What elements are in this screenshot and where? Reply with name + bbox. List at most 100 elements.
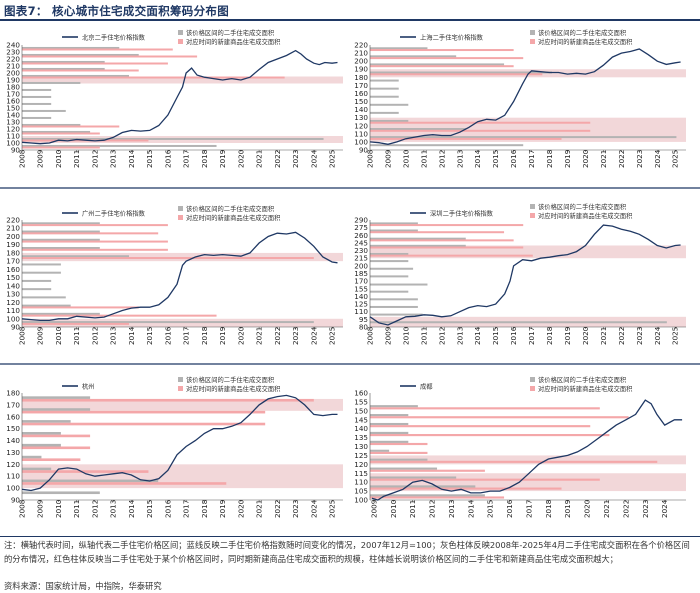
red-bar-5-10 xyxy=(370,496,505,499)
red-bar-4-6 xyxy=(22,470,149,473)
x-tick-2-6: 2014 xyxy=(127,326,136,345)
x-tick-3-6: 2014 xyxy=(473,326,482,345)
gray-bar-3-8 xyxy=(370,283,428,286)
x-tick-3-5: 2013 xyxy=(455,327,464,345)
y-tick-4-2: 110 xyxy=(6,472,20,481)
legend-red-2: 对应时间的新建商品住宅成交面积 xyxy=(186,213,281,222)
gray-bar-5-3 xyxy=(370,431,409,435)
red-bar-0-14 xyxy=(22,146,100,149)
y-tick-4-0: 90 xyxy=(11,496,21,505)
gray-bar-1-3 xyxy=(370,71,552,74)
red-bar-2-3 xyxy=(22,248,168,251)
y-tick-1-11: 200 xyxy=(354,57,368,66)
legend-series-0: 北京二手住宅价格指数 xyxy=(82,33,146,42)
price-index-line-4 xyxy=(21,394,338,492)
x-tick-4-16: 2024 xyxy=(309,499,318,518)
legend-red-swatch-0 xyxy=(178,39,183,44)
x-tick-3-15: 2023 xyxy=(635,327,644,345)
legend-gray-5: 该价格区间的二手住宅成交面积 xyxy=(538,375,627,384)
legend-series-4: 杭州 xyxy=(82,382,95,391)
y-tick-5-7: 135 xyxy=(354,433,368,442)
x-tick-4-6: 2014 xyxy=(127,499,136,518)
x-tick-5-9: 2018 xyxy=(544,499,553,518)
figure-note: 注：横轴代表时间，纵轴代表二手住宅价格区间；蓝线反映二手住宅价格指数随时间变化的… xyxy=(4,540,690,564)
red-bar-0-12 xyxy=(22,132,100,135)
y-tick-0-14: 230 xyxy=(6,48,20,57)
x-tick-1-2: 2010 xyxy=(401,149,410,168)
y-tick-1-9: 180 xyxy=(354,73,368,82)
gray-bar-2-7 xyxy=(22,279,52,282)
y-tick-0-0: 90 xyxy=(11,146,21,155)
x-tick-1-15: 2023 xyxy=(635,150,644,168)
y-tick-1-1: 100 xyxy=(354,137,368,146)
figure-source: 资料来源：国家统计局，中指院，华泰研究 xyxy=(4,581,162,591)
y-tick-2-4: 130 xyxy=(6,290,20,299)
x-tick-2-4: 2012 xyxy=(90,327,99,345)
x-tick-3-8: 2016 xyxy=(509,326,518,345)
y-tick-2-6: 150 xyxy=(6,273,20,282)
x-tick-3-17: 2025 xyxy=(671,327,680,345)
red-bar-3-1 xyxy=(370,231,505,234)
y-tick-3-13: 275 xyxy=(354,223,368,232)
x-tick-1-5: 2013 xyxy=(455,150,464,168)
x-tick-1-16: 2024 xyxy=(653,149,662,168)
x-tick-5-5: 2014 xyxy=(466,499,475,518)
gray-bar-3-1 xyxy=(370,229,418,232)
y-tick-1-3: 120 xyxy=(354,121,368,130)
x-tick-1-6: 2014 xyxy=(473,149,482,168)
gray-bar-4-6 xyxy=(22,467,52,471)
y-tick-3-3: 125 xyxy=(354,300,368,309)
x-tick-2-12: 2020 xyxy=(236,326,245,345)
gray-bar-2-5 xyxy=(22,263,61,266)
legend-gray-swatch-1 xyxy=(530,30,535,35)
red-bar-0-0 xyxy=(22,48,173,51)
gray-bar-3-0 xyxy=(370,222,418,225)
y-tick-3-14: 290 xyxy=(354,216,368,225)
x-tick-5-2: 2011 xyxy=(408,500,417,518)
red-bar-3-0 xyxy=(370,224,524,227)
gray-bar-2-9 xyxy=(22,296,66,299)
x-tick-4-10: 2018 xyxy=(200,499,209,518)
price-band-5-0 xyxy=(370,455,686,465)
x-tick-2-2: 2010 xyxy=(54,326,63,345)
y-tick-0-8: 170 xyxy=(6,90,20,99)
y-tick-0-3: 120 xyxy=(6,125,20,134)
red-bar-2-1 xyxy=(22,232,159,235)
gray-bar-0-11 xyxy=(22,123,81,126)
gray-bar-0-2 xyxy=(22,60,105,63)
red-bar-3-4 xyxy=(370,254,533,257)
y-tick-1-13: 220 xyxy=(354,41,368,50)
gray-bar-0-12 xyxy=(22,130,91,133)
y-tick-4-6: 150 xyxy=(6,424,20,433)
legend-series-5: 成都 xyxy=(420,382,433,391)
price-index-line-3 xyxy=(369,224,681,326)
legend-red-swatch-1 xyxy=(530,39,535,44)
y-tick-0-12: 210 xyxy=(6,62,20,71)
legend-gray-4: 该价格区间的二手住宅成交面积 xyxy=(186,375,275,384)
y-tick-2-3: 120 xyxy=(6,298,20,307)
y-tick-5-10: 150 xyxy=(354,406,368,415)
x-tick-1-8: 2016 xyxy=(509,149,518,168)
gray-bar-3-5 xyxy=(370,260,409,263)
red-bar-5-2 xyxy=(370,425,591,428)
gray-bar-1-9 xyxy=(370,119,409,122)
x-tick-4-12: 2020 xyxy=(236,499,245,518)
gray-bar-5-6 xyxy=(370,458,428,461)
x-tick-0-9: 2017 xyxy=(182,150,191,168)
red-bar-2-4 xyxy=(22,257,314,260)
x-tick-5-0: 2009 xyxy=(369,499,378,518)
x-tick-5-4: 2013 xyxy=(447,500,456,518)
gray-bar-1-6 xyxy=(370,95,399,98)
x-tick-3-9: 2017 xyxy=(527,327,536,345)
gray-bar-1-8 xyxy=(370,111,399,114)
gray-bar-4-7 xyxy=(22,479,159,483)
red-bar-2-12 xyxy=(22,322,129,325)
y-tick-3-8: 200 xyxy=(354,261,368,270)
y-tick-5-1: 105 xyxy=(354,487,368,496)
gray-bar-3-12 xyxy=(370,313,423,316)
y-tick-2-12: 210 xyxy=(6,224,20,233)
red-bar-4-2 xyxy=(22,422,266,426)
x-tick-5-13: 2022 xyxy=(621,500,630,518)
y-tick-1-0: 90 xyxy=(359,146,369,155)
gray-bar-2-8 xyxy=(22,288,52,291)
